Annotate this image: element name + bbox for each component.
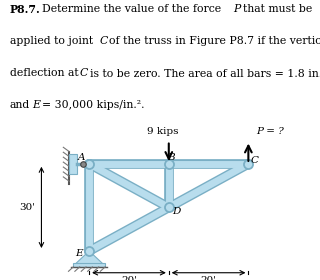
Bar (73, 263, 105, 267)
Text: C: C (99, 36, 108, 46)
Text: applied to joint: applied to joint (10, 36, 93, 46)
Text: A: A (78, 153, 86, 162)
Text: = 30,000 kips/in.².: = 30,000 kips/in.². (42, 101, 144, 111)
Text: E: E (32, 101, 40, 111)
Bar (69, 154, 77, 174)
Text: Determine the value of the force: Determine the value of the force (42, 4, 221, 14)
Text: 9 kips: 9 kips (147, 127, 179, 136)
Text: C: C (250, 157, 258, 165)
Text: 20': 20' (201, 276, 217, 280)
Text: D: D (172, 207, 181, 216)
Text: P: P (234, 4, 241, 14)
Text: P8.7.: P8.7. (10, 4, 40, 15)
Polygon shape (75, 251, 103, 264)
Text: B: B (167, 153, 175, 162)
Text: E: E (76, 249, 83, 258)
Text: of the truss in Figure P8.7 if the vertical: of the truss in Figure P8.7 if the verti… (109, 36, 320, 46)
Text: that must be: that must be (243, 4, 312, 14)
Text: C: C (80, 68, 88, 78)
Text: and: and (10, 101, 30, 111)
Text: 30': 30' (20, 203, 36, 212)
Text: P = ?: P = ? (256, 127, 284, 136)
Text: deflection at: deflection at (10, 68, 78, 78)
Text: 20': 20' (121, 276, 137, 280)
Text: is to be zero. The area of all bars = 1.8 in.²,: is to be zero. The area of all bars = 1.… (90, 68, 320, 78)
